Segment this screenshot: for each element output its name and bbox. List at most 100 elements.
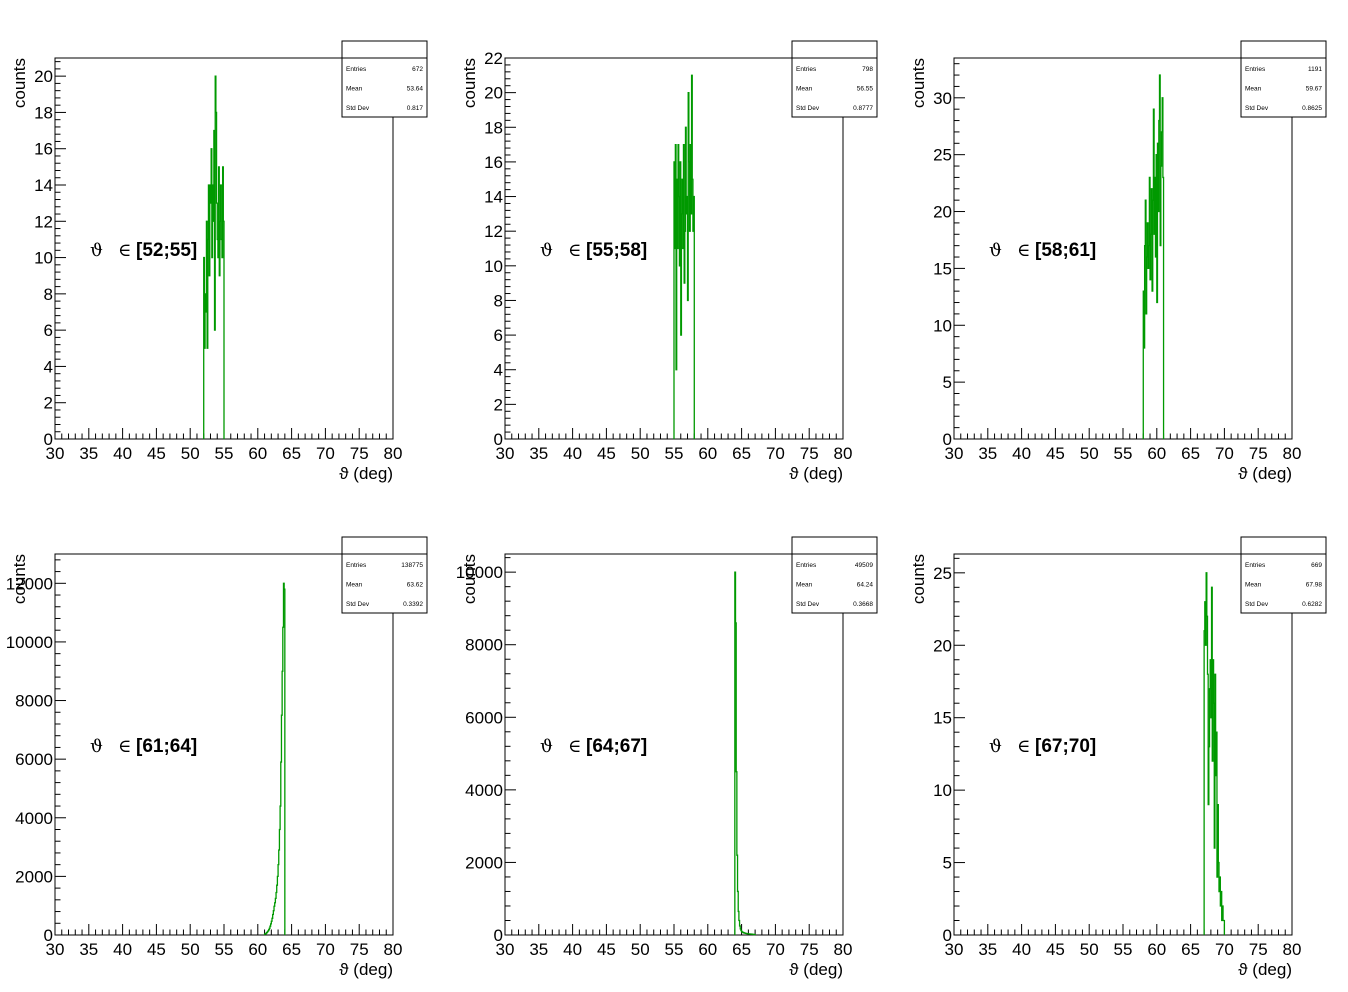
y-tick-label: 2000 — [15, 867, 53, 886]
stats-value: 798 — [862, 66, 873, 73]
y-tick-label: 12000 — [6, 574, 53, 593]
annotation-range: [61;64] — [136, 736, 197, 757]
stats-label: Entries — [346, 66, 367, 73]
x-tick-label: 80 — [384, 940, 403, 959]
stats-label: Std Dev — [346, 601, 370, 608]
x-tick-label: 65 — [1181, 940, 1200, 959]
x-axis-title: ϑ (deg) — [789, 960, 843, 979]
histogram-panel-5: 30 35 40 45 50 55 60 65 70 75 80 0 2000 4000 6000 8000 1… — [456, 536, 878, 979]
annotation-range: [67;70] — [1035, 736, 1096, 757]
y-tick-label: 12 — [484, 222, 503, 241]
y-axis-title: counts — [10, 58, 29, 108]
x-tick-label: 65 — [1181, 444, 1200, 463]
stats-box: Entries 672 Mean 53.64 Std Dev 0.817 — [341, 40, 428, 118]
y-tick-label: 15 — [933, 709, 952, 728]
y-tick-label: 8 — [44, 285, 53, 304]
histogram-series — [1142, 74, 1165, 439]
x-tick-label: 30 — [496, 444, 515, 463]
x-tick-label: 70 — [766, 444, 785, 463]
y-tick-label: 10 — [34, 249, 53, 268]
x-tick-label: 45 — [597, 940, 616, 959]
stats-box: Entries 138775 Mean 63.62 Std Dev 0.3392 — [341, 536, 428, 614]
stats-label: Mean — [1245, 86, 1262, 93]
stats-value: 64.24 — [857, 582, 874, 589]
stats-label: Entries — [796, 66, 817, 73]
x-tick-label: 30 — [945, 444, 964, 463]
x-tick-label: 30 — [46, 444, 65, 463]
stats-frame — [341, 40, 428, 118]
x-tick-label: 55 — [1114, 444, 1133, 463]
x-tick-label: 50 — [1080, 940, 1099, 959]
x-tick-label: 35 — [79, 444, 98, 463]
y-tick-label: 14 — [34, 176, 53, 195]
x-axis-title: ϑ (deg) — [1238, 464, 1292, 483]
stats-label: Std Dev — [1245, 601, 1269, 608]
stats-label: Entries — [796, 562, 817, 569]
annotation-range: [55;58] — [586, 240, 647, 261]
annotation-element-of: ∈ — [118, 736, 131, 757]
stats-value: 49509 — [855, 562, 873, 569]
x-tick-label: 80 — [1283, 444, 1302, 463]
y-tick-label: 10000 — [6, 633, 53, 652]
x-tick-label: 80 — [834, 940, 853, 959]
y-axis-title: counts — [460, 554, 479, 604]
x-axis-title: ϑ (deg) — [1238, 960, 1292, 979]
x-tick-label: 35 — [978, 940, 997, 959]
histogram-panel-3: 30 35 40 45 50 55 60 65 70 75 80 0 5 10 15 20 25 30 ϑ (deg… — [909, 40, 1327, 483]
x-tick-label: 40 — [113, 940, 132, 959]
histogram-series — [1203, 572, 1226, 935]
stats-value: 672 — [412, 66, 423, 73]
x-tick-label: 45 — [597, 444, 616, 463]
x-tick-label: 40 — [1012, 940, 1031, 959]
x-tick-label: 70 — [316, 940, 335, 959]
y-tick-label: 0 — [494, 926, 503, 945]
x-tick-label: 70 — [1215, 940, 1234, 959]
y-tick-label: 8 — [494, 291, 503, 310]
y-axis-title: counts — [460, 58, 479, 108]
stats-box: Entries 1191 Mean 59.67 Std Dev 0.8625 — [1240, 40, 1327, 118]
stats-label: Std Dev — [796, 105, 820, 112]
y-tick-label: 25 — [933, 564, 952, 583]
annotation-element-of: ∈ — [118, 240, 131, 261]
stats-frame — [791, 40, 878, 118]
stats-label: Mean — [796, 582, 813, 589]
histogram-panel-4: 30 35 40 45 50 55 60 65 70 75 80 0 2000 4000 6000 8000 1… — [6, 536, 428, 979]
histogram-series — [203, 75, 225, 439]
y-tick-label: 20 — [34, 67, 53, 86]
y-tick-label: 20 — [484, 84, 503, 103]
x-tick-label: 40 — [563, 444, 582, 463]
x-tick-label: 55 — [665, 444, 684, 463]
histogram-panel-1: 30 35 40 45 50 55 60 65 70 75 80 0 2 4 6 8 10 12 14 16 18 20 ϑ… — [10, 40, 428, 483]
x-tick-label: 30 — [46, 940, 65, 959]
x-tick-label: 65 — [282, 940, 301, 959]
x-axis-title: ϑ (deg) — [339, 960, 393, 979]
stats-label: Mean — [346, 582, 363, 589]
x-axis-title: ϑ (deg) — [789, 464, 843, 483]
histogram-series — [263, 582, 286, 935]
stats-label: Mean — [1245, 582, 1262, 589]
x-tick-label: 50 — [1080, 444, 1099, 463]
y-tick-label: 16 — [484, 153, 503, 172]
x-tick-label: 65 — [282, 444, 301, 463]
stats-label: Entries — [346, 562, 367, 569]
x-tick-label: 50 — [631, 444, 650, 463]
histogram-panel-6: 30 35 40 45 50 55 60 65 70 75 80 0 5 10 15 20 25 ϑ (deg) c… — [909, 536, 1327, 979]
y-tick-label: 10 — [933, 316, 952, 335]
stats-value: 0.8625 — [1302, 105, 1322, 112]
x-tick-label: 55 — [215, 940, 234, 959]
x-tick-label: 60 — [248, 940, 267, 959]
histogram-series — [673, 74, 695, 439]
y-tick-label: 5 — [943, 373, 952, 392]
y-tick-label: 15 — [933, 259, 952, 278]
y-axis-title: counts — [909, 58, 928, 108]
stats-frame — [1240, 40, 1327, 118]
y-tick-label: 0 — [943, 926, 952, 945]
histogram-series — [734, 571, 756, 936]
stats-value: 63.62 — [407, 582, 424, 589]
annotation-theta: ϑ — [540, 240, 553, 261]
annotation-range: [64;67] — [586, 736, 647, 757]
stats-label: Std Dev — [1245, 105, 1269, 112]
x-tick-label: 70 — [1215, 444, 1234, 463]
y-tick-label: 6 — [494, 326, 503, 345]
